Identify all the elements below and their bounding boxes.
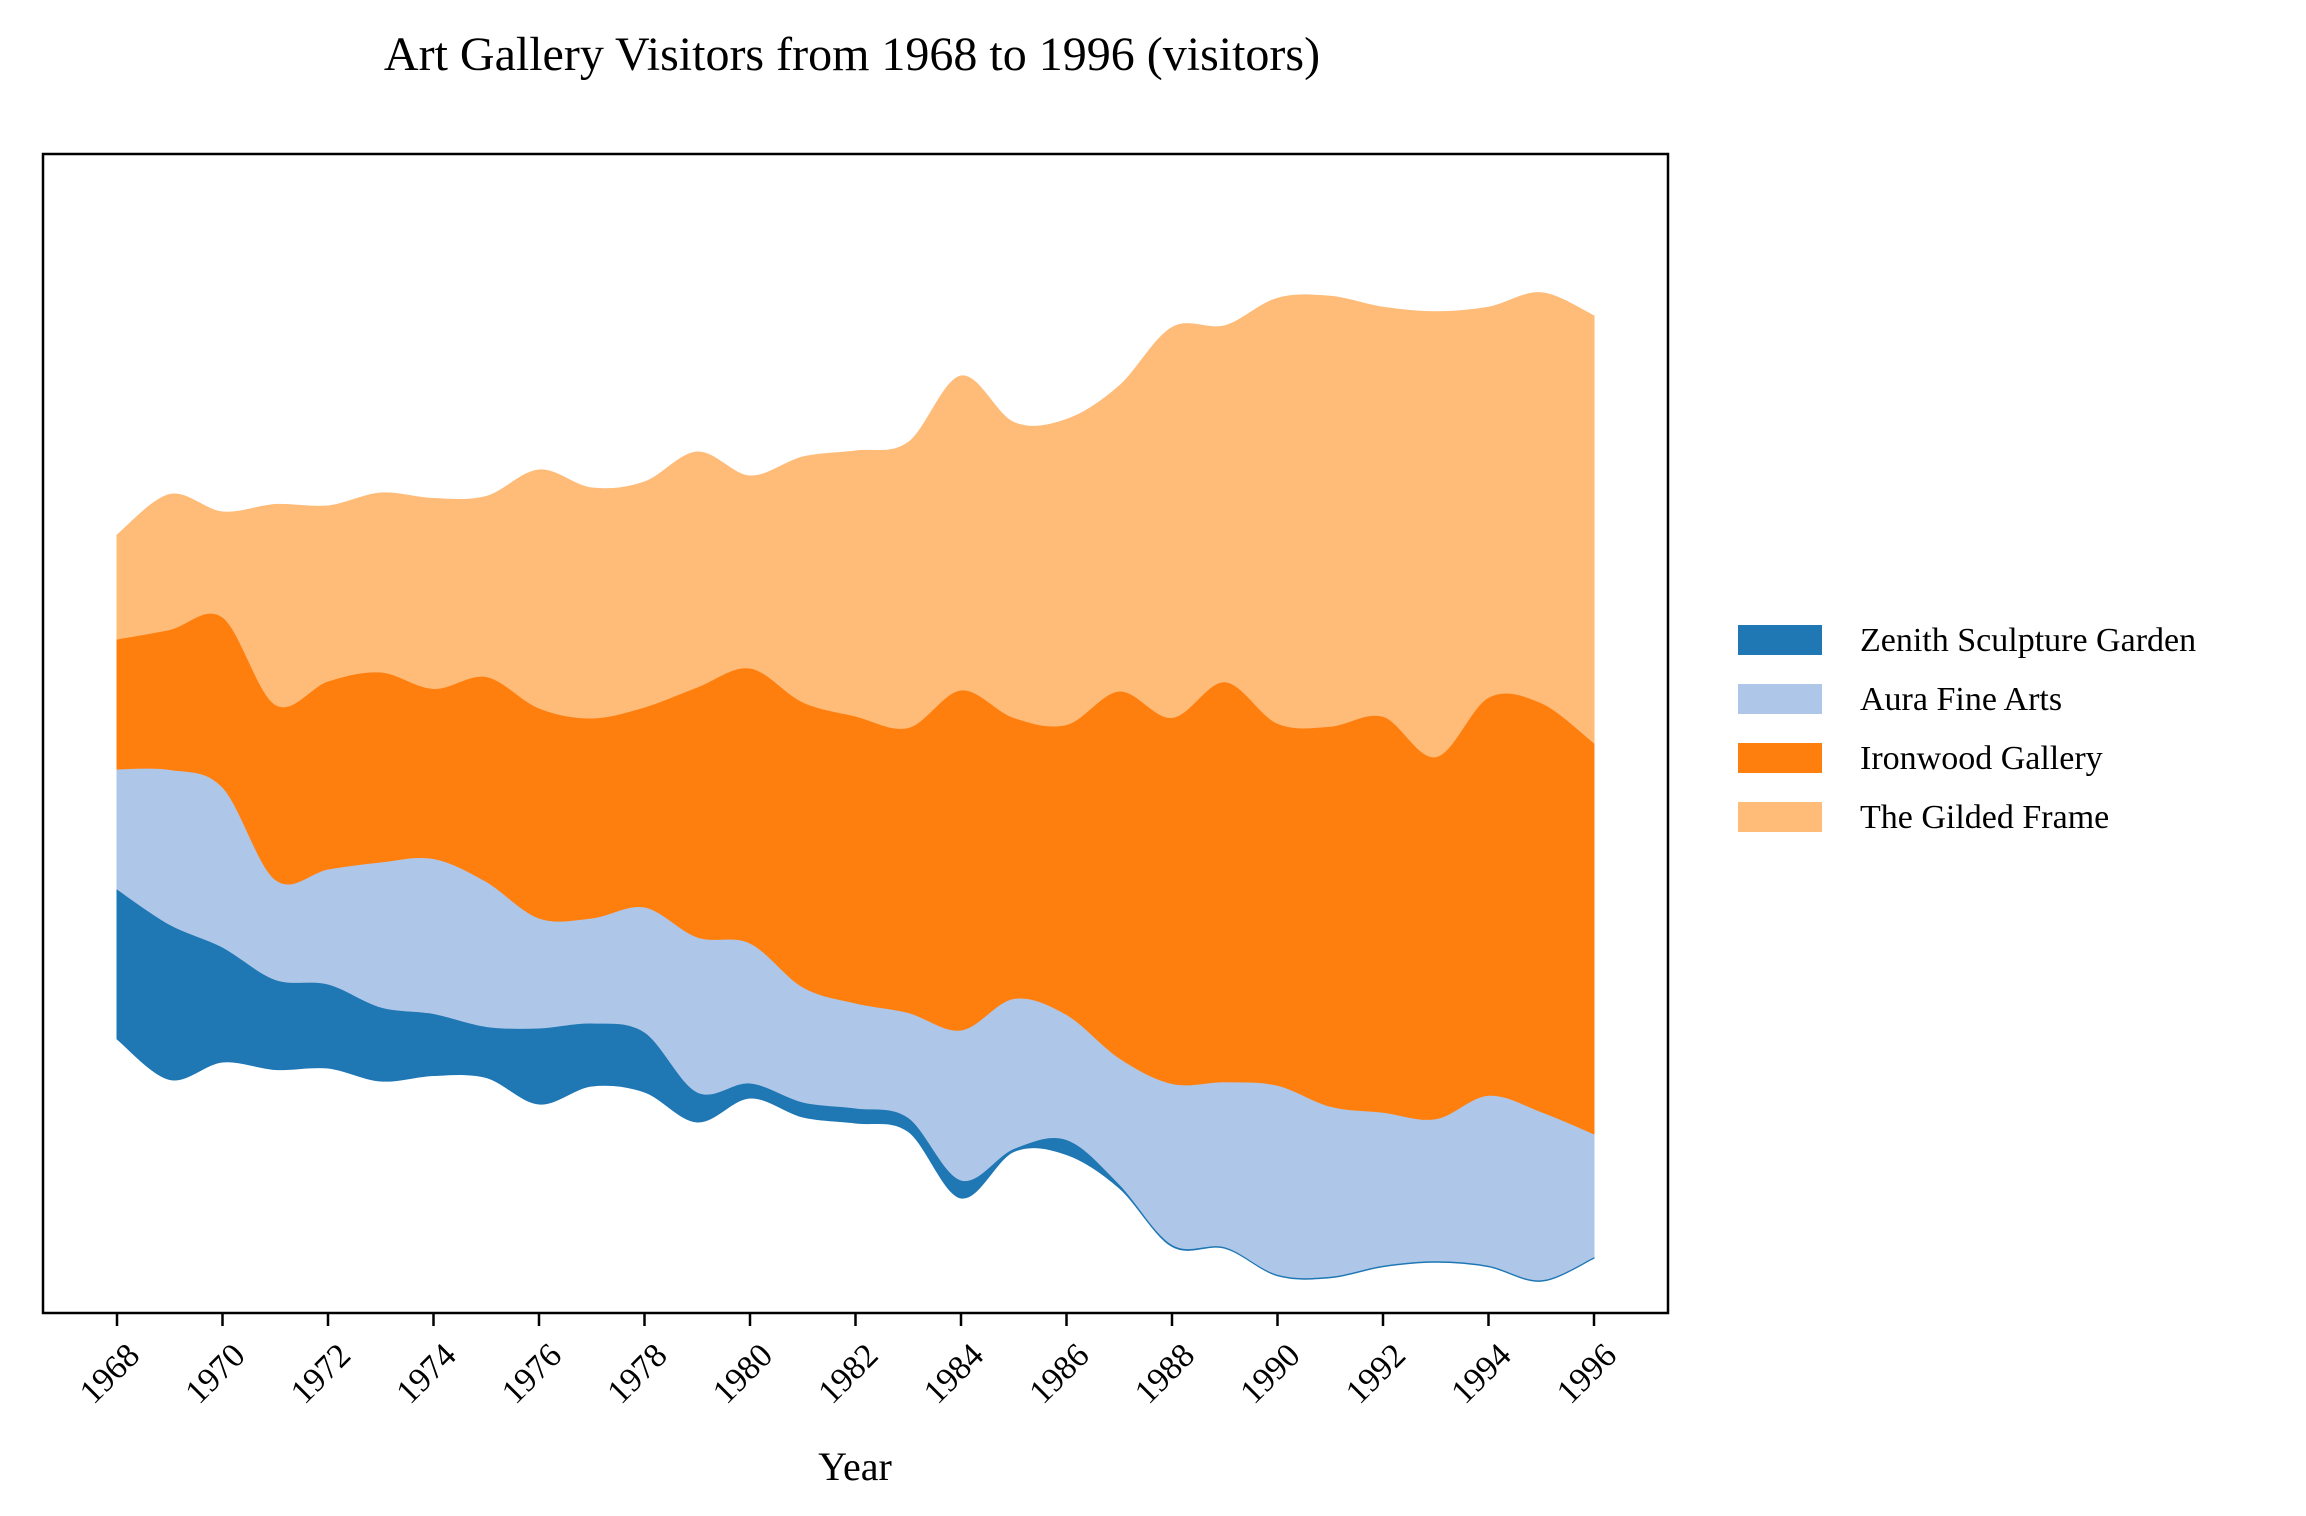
legend-label: The Gilded Frame [1860, 799, 2109, 836]
stream-areas [116, 292, 1595, 1282]
x-tick-label: 1992 [1339, 1337, 1413, 1411]
legend-swatch [1738, 743, 1822, 773]
legend-label: Ironwood Gallery [1860, 740, 2103, 777]
x-tick-label: 1968 [73, 1337, 147, 1411]
stream-the-gilded-frame [116, 292, 1595, 758]
x-tick-label: 1976 [495, 1337, 569, 1411]
x-axis-label: Year [818, 1444, 892, 1489]
legend-swatch [1738, 684, 1822, 714]
x-axis-ticks: 1968 1970 1972 1974 1976 1978 1980 1982 1984 1986… [73, 1313, 1624, 1411]
x-tick-label: 1988 [1128, 1337, 1202, 1411]
x-tick-label: 1980 [706, 1337, 780, 1411]
legend: Zenith Sculpture Garden Aura Fine Arts Iro… [1738, 622, 2196, 836]
legend-swatch [1738, 625, 1822, 655]
x-tick-label: 1984 [917, 1337, 991, 1411]
x-tick-label: 1986 [1022, 1337, 1096, 1411]
x-tick-label: 1990 [1233, 1337, 1307, 1411]
x-tick-label: 1978 [600, 1337, 674, 1411]
x-tick-label: 1994 [1444, 1337, 1518, 1411]
legend-swatch [1738, 802, 1822, 832]
legend-label: Zenith Sculpture Garden [1860, 622, 2196, 659]
x-tick-label: 1996 [1550, 1337, 1624, 1411]
x-tick-label: 1974 [389, 1337, 463, 1411]
x-tick-label: 1982 [811, 1337, 885, 1411]
chart-title: Art Gallery Visitors from 1968 to 1996 (… [384, 28, 1320, 81]
x-tick-label: 1970 [178, 1337, 252, 1411]
x-tick-label: 1972 [284, 1337, 358, 1411]
legend-label: Aura Fine Arts [1860, 681, 2062, 718]
